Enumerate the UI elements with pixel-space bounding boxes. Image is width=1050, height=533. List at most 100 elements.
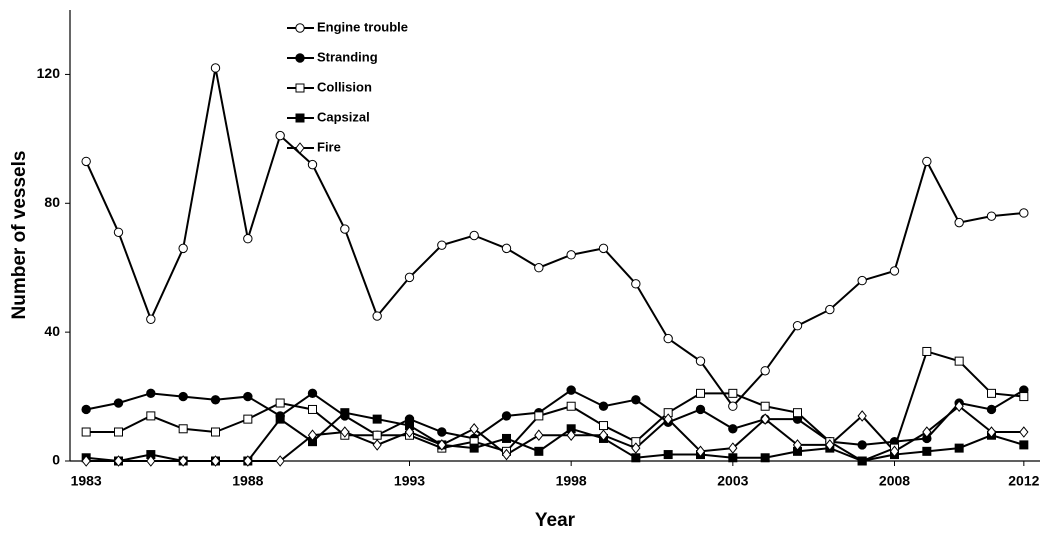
data-point [760,413,770,425]
data-point [210,455,221,467]
data-point [81,156,91,167]
data-point [534,263,544,273]
x-tick-label: 2003 [717,473,748,489]
data-point [114,427,123,437]
legend-marker [295,142,305,154]
data-point [340,408,350,418]
data-point [728,453,738,463]
data-point [275,398,285,408]
data-point [178,424,188,434]
data-point [501,411,512,421]
data-point [372,414,382,424]
x-tick-label: 2008 [879,473,910,489]
data-point [534,446,544,456]
data-point [922,156,932,167]
y-tick-label: 0 [52,452,60,468]
data-point [340,224,350,234]
data-point [889,266,900,276]
data-point [534,429,544,442]
x-tick-label: 1993 [394,473,425,489]
legend-label: Engine trouble [317,19,408,34]
data-point [954,443,964,453]
y-tick-label: 120 [37,65,61,81]
data-point [631,279,641,289]
data-point [695,356,706,366]
data-point [146,455,156,467]
data-point [792,321,803,331]
data-point [404,426,415,438]
data-point [760,453,770,463]
legend-marker [295,83,305,93]
data-point [728,388,738,398]
data-point [113,227,124,237]
data-point [695,445,706,458]
y-tick-label: 40 [44,323,60,339]
series-line [86,404,1024,462]
data-point [663,413,673,425]
data-point [178,243,188,254]
legend-label: Stranding [317,49,378,64]
data-point [308,404,317,414]
data-point [760,366,770,376]
data-point [501,243,512,254]
data-point [889,445,900,458]
data-point [81,404,91,415]
data-point [792,439,803,451]
data-point [728,424,738,434]
data-point [857,275,867,286]
data-point [598,243,609,254]
series-line [86,350,1024,463]
data-point [728,401,738,411]
data-point [760,401,770,411]
y-axis-label: Number of vessels [9,151,30,320]
data-point [178,455,188,467]
data-point [922,346,932,356]
data-point [663,333,673,344]
legend-label: Collision [317,79,372,94]
data-point [437,240,447,250]
data-point [986,404,997,415]
data-point [857,410,867,422]
data-point [502,433,511,443]
data-point [372,311,382,321]
data-point [178,391,188,402]
data-point [1019,426,1029,438]
data-point [954,356,964,366]
data-point [307,429,318,442]
data-point [986,211,997,221]
data-point [598,429,609,442]
data-point [81,455,91,467]
data-point [534,411,544,421]
data-point [437,427,447,437]
data-point [566,250,576,260]
data-point [372,430,382,440]
x-tick-label: 1998 [556,473,587,489]
data-point [825,304,835,315]
data-point [922,426,932,438]
x-axis-label: Year [535,510,576,531]
legend-marker [295,23,305,33]
series-line [85,67,1024,408]
data-point [987,388,996,398]
data-point [275,455,285,467]
data-point [469,422,479,435]
data-point [404,272,415,283]
data-point [243,455,253,467]
data-point [986,426,997,438]
data-point [695,404,706,415]
data-point [275,414,285,424]
data-point [566,385,576,395]
legend-label: Capsizal [317,109,370,124]
data-point [857,440,867,450]
data-point [501,448,512,461]
data-point [696,388,705,398]
data-point [340,426,350,438]
data-point [243,234,253,244]
data-point [469,230,479,241]
data-point [663,450,673,460]
data-point [146,411,156,421]
data-point [243,414,253,424]
data-point [307,388,318,399]
data-point [1019,440,1029,450]
data-point [372,439,382,451]
